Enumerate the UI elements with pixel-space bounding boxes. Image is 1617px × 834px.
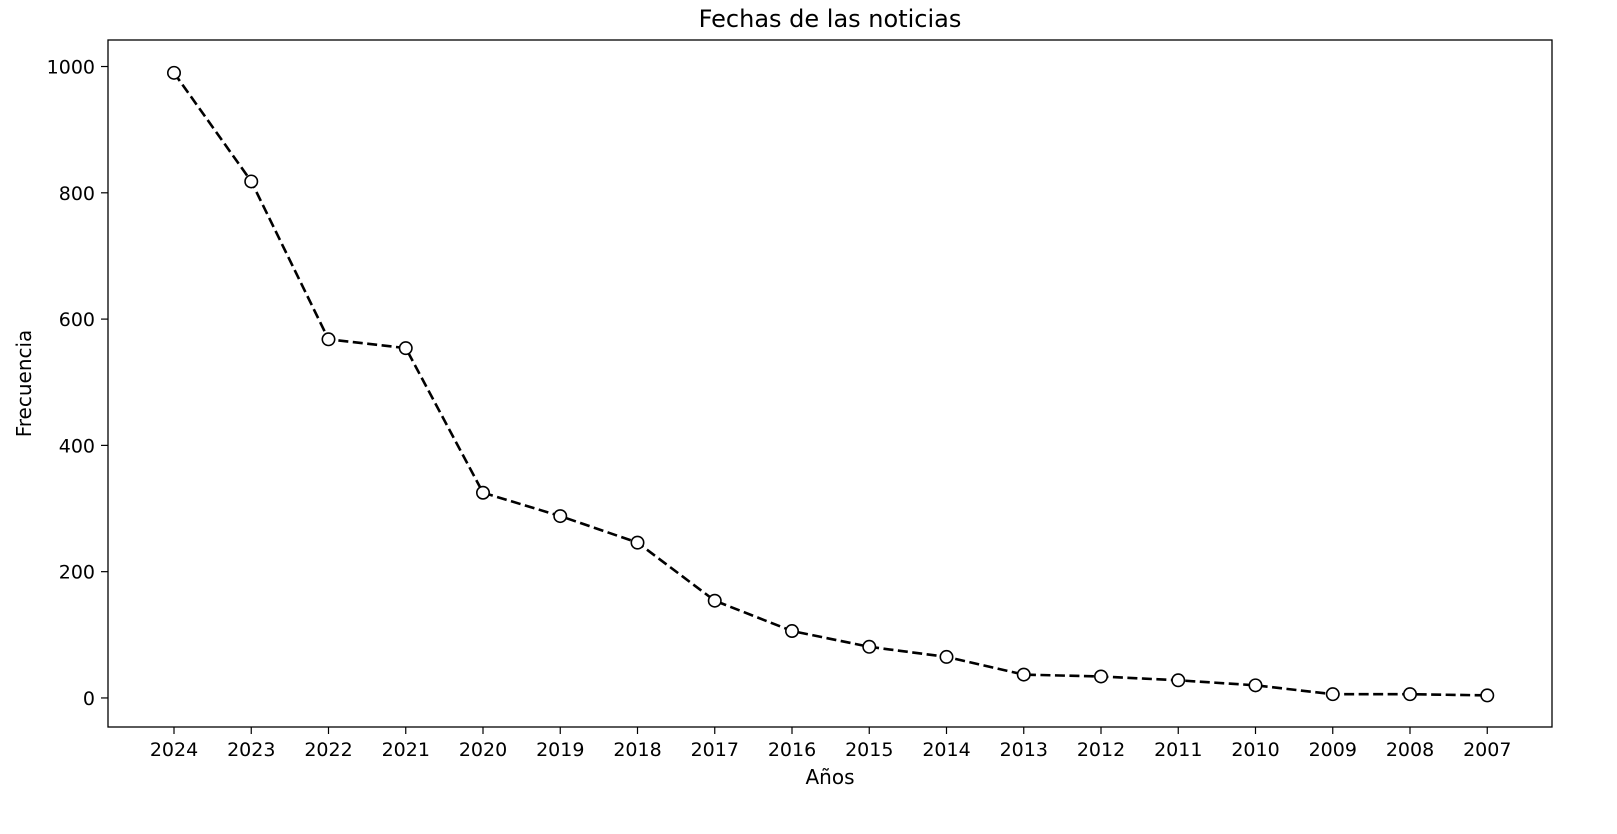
x-tick-label: 2023 (227, 739, 275, 761)
data-point (630, 535, 645, 550)
x-tick-label: 2020 (459, 739, 507, 761)
x-tick-label: 2010 (1231, 739, 1279, 761)
chart-title: Fechas de las noticias (699, 5, 962, 33)
data-point (1016, 667, 1031, 682)
x-tick-label: 2013 (1000, 739, 1048, 761)
data-point (321, 332, 336, 347)
x-tick-label: 2024 (150, 739, 198, 761)
x-tick-label: 2015 (845, 739, 893, 761)
data-point (244, 174, 259, 189)
data-point (1171, 673, 1186, 688)
data-point (475, 485, 490, 500)
y-axis-title: Frecuencia (12, 330, 36, 438)
data-point (398, 341, 413, 356)
x-tick-label: 2021 (382, 739, 430, 761)
x-tick-label: 2008 (1386, 739, 1434, 761)
y-tick-label: 1000 (47, 57, 95, 79)
y-tick-label: 400 (59, 435, 95, 457)
data-point (1094, 669, 1109, 684)
series-line (172, 72, 1488, 697)
data-point (939, 649, 954, 664)
data-point (1325, 687, 1340, 702)
x-axis-title: Años (805, 765, 854, 789)
data-point (862, 639, 877, 654)
x-tick-label: 2022 (304, 739, 352, 761)
x-tick-label: 2019 (536, 739, 584, 761)
x-tick-label: 2007 (1463, 739, 1511, 761)
x-tick-label: 2018 (613, 739, 661, 761)
data-point (1248, 678, 1263, 693)
x-tick-label: 2012 (1077, 739, 1125, 761)
x-tick-label: 2009 (1309, 739, 1357, 761)
data-point (784, 624, 799, 639)
y-tick-label: 600 (59, 309, 95, 331)
y-tick-label: 0 (83, 688, 95, 710)
data-point (553, 509, 568, 524)
x-tick-label: 2014 (922, 739, 970, 761)
data-point (167, 65, 182, 80)
x-tick-label: 2011 (1154, 739, 1202, 761)
x-tick-label: 2016 (768, 739, 816, 761)
plot-area: 0 200 400 600 800 1000 2024 2023 2022 2021 2020 201… (47, 39, 1553, 761)
plot-frame (107, 39, 1553, 728)
data-point (1480, 688, 1495, 703)
y-tick-label: 200 (59, 562, 95, 584)
x-tick-label: 2017 (691, 739, 739, 761)
data-point (1403, 687, 1418, 702)
data-point (707, 593, 722, 608)
y-tick-label: 800 (59, 183, 95, 205)
